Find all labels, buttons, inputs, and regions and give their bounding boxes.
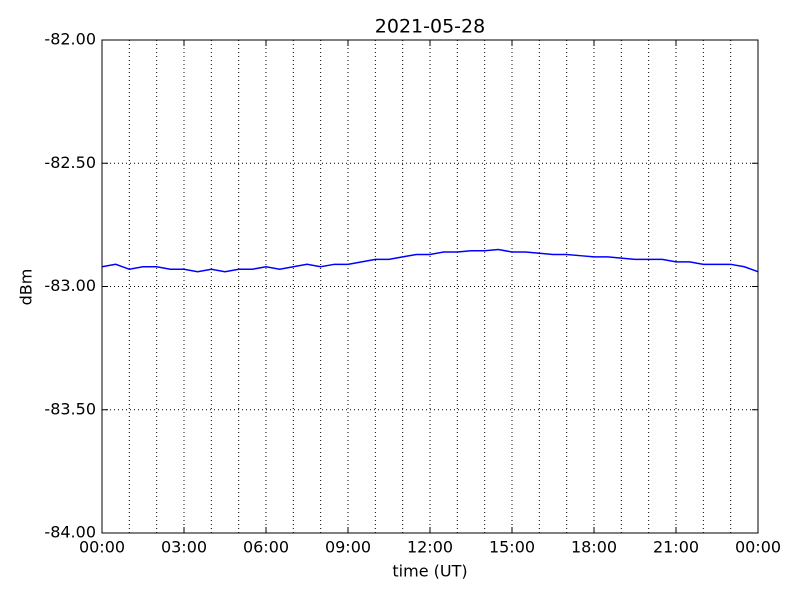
y-tick-label: -83.50 (44, 399, 96, 418)
y-tick-label: -83.00 (44, 276, 96, 295)
y-tick-label: -82.00 (44, 30, 96, 49)
x-tick-label: 00:00 (735, 538, 781, 557)
x-tick-label: 09:00 (325, 538, 371, 557)
x-tick-label: 12:00 (407, 538, 453, 557)
y-tick-label: -82.50 (44, 153, 96, 172)
chart-title: 2021-05-28 (375, 16, 485, 38)
x-tick-label: 21:00 (653, 538, 699, 557)
y-tick-label: -84.00 (44, 523, 96, 542)
x-tick-label: 03:00 (161, 538, 207, 557)
x-tick-label: 00:00 (79, 538, 125, 557)
plot-frame (101, 39, 759, 534)
x-axis-label: time (UT) (392, 562, 467, 581)
data-line (101, 248, 759, 273)
x-tick-label: 18:00 (571, 538, 617, 557)
x-tick-label: 06:00 (243, 538, 289, 557)
y-axis-label: dBm (17, 269, 36, 306)
x-tick-label: 15:00 (489, 538, 535, 557)
